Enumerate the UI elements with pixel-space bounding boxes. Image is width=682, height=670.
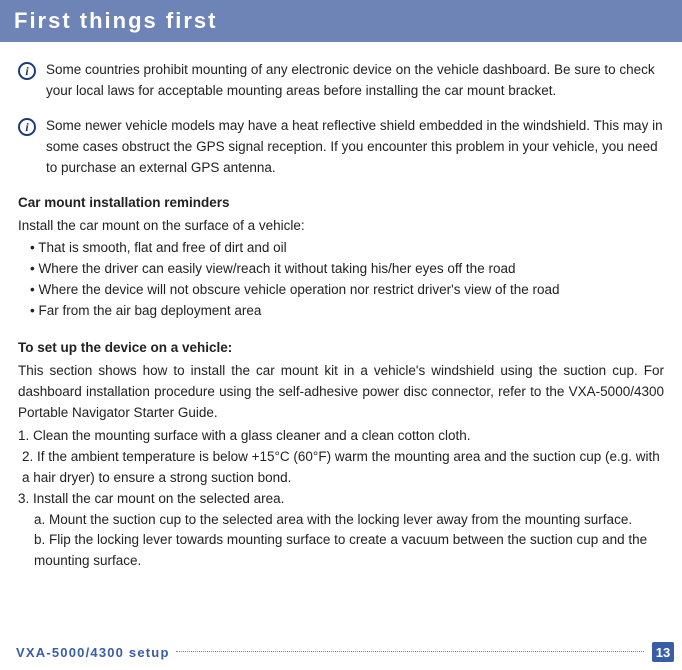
page-header: First things first: [0, 0, 682, 42]
footer-dots: [176, 651, 644, 652]
step-2: 2. If the ambient temperature is below +…: [18, 447, 664, 489]
list-item: That is smooth, flat and free of dirt an…: [30, 238, 664, 259]
page-number: 13: [652, 642, 674, 662]
step-3a: a. Mount the suction cup to the selected…: [18, 510, 664, 531]
page-footer: VXA-5000/4300 setup 13: [0, 642, 682, 662]
reminders-bullets: That is smooth, flat and free of dirt an…: [18, 238, 664, 322]
step-3: 3. Install the car mount on the selected…: [18, 489, 664, 510]
step-3b: b. Flip the locking lever towards mounti…: [18, 530, 664, 572]
header-title: First things first: [14, 8, 217, 33]
note-text: Some newer vehicle models may have a hea…: [46, 116, 664, 179]
list-item: Far from the air bag deployment area: [30, 301, 664, 322]
info-icon: i: [18, 116, 46, 179]
setup-steps: 1. Clean the mounting surface with a gla…: [18, 426, 664, 572]
page-content: i Some countries prohibit mounting of an…: [0, 42, 682, 572]
reminders-intro: Install the car mount on the surface of …: [18, 216, 664, 237]
footer-title: VXA-5000/4300 setup: [16, 645, 170, 660]
note-text: Some countries prohibit mounting of any …: [46, 60, 664, 102]
setup-intro: This section shows how to install the ca…: [18, 361, 664, 424]
list-item: Where the driver can easily view/reach i…: [30, 259, 664, 280]
reminders-heading: Car mount installation reminders: [18, 193, 664, 214]
step-1: 1. Clean the mounting surface with a gla…: [18, 426, 664, 447]
info-icon: i: [18, 60, 46, 102]
setup-heading: To set up the device on a vehicle:: [18, 338, 664, 359]
note-item: i Some countries prohibit mounting of an…: [18, 60, 664, 102]
list-item: Where the device will not obscure vehicl…: [30, 280, 664, 301]
note-item: i Some newer vehicle models may have a h…: [18, 116, 664, 179]
